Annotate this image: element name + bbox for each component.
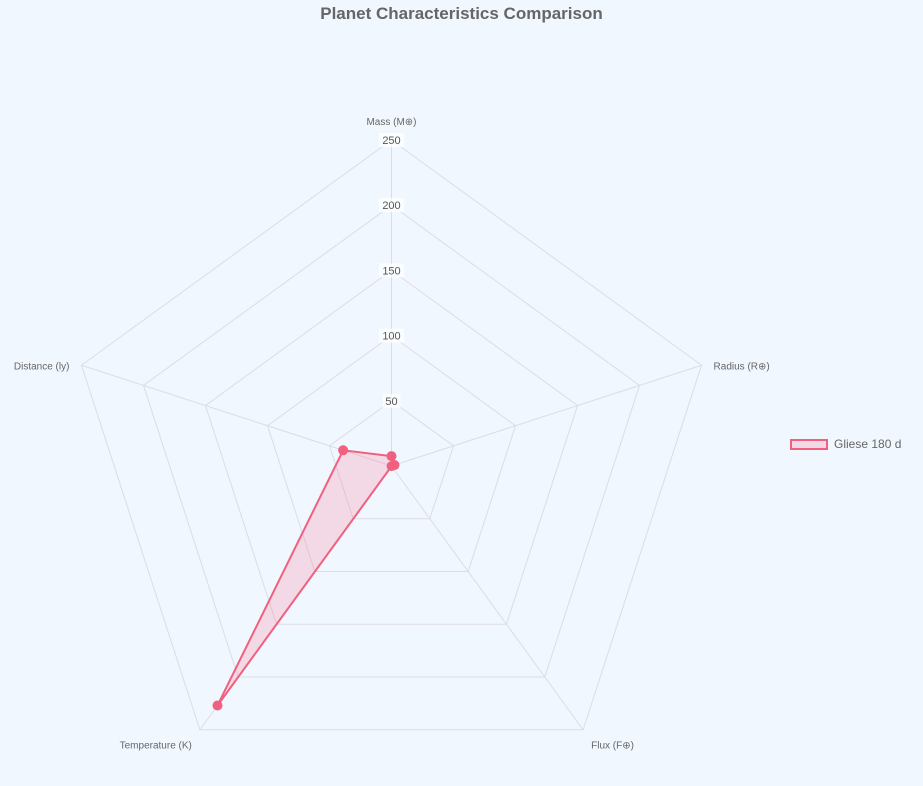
axis-spoke <box>391 465 584 731</box>
data-point <box>338 445 349 456</box>
chart-title: Planet Characteristics Comparison <box>320 4 603 23</box>
axis-label: Temperature (K) <box>120 741 192 752</box>
grid-ring <box>142 204 641 678</box>
tick-label: 250 <box>382 135 400 147</box>
axis-label: Mass (M⊕) <box>366 117 416 128</box>
axis-label: Distance (ly) <box>14 361 70 372</box>
tick-backdrop <box>379 263 404 278</box>
tick-label: 200 <box>382 200 400 212</box>
axis-label: Flux (F⊕) <box>591 741 634 752</box>
axis-label: Radius (R⊕) <box>714 361 770 372</box>
tick-backdrop <box>379 133 404 147</box>
tick-label: 100 <box>382 331 400 343</box>
data-point <box>386 451 397 462</box>
grid-ring <box>80 139 703 731</box>
grid-ring <box>204 269 579 625</box>
data-point <box>386 461 397 472</box>
legend-swatch <box>790 438 828 450</box>
tick-backdrop <box>382 393 401 408</box>
series-area <box>216 449 396 707</box>
grid-ring <box>266 334 517 572</box>
tick-label: 150 <box>382 265 400 277</box>
tick-backdrop <box>379 328 404 343</box>
tick-backdrop <box>379 198 404 213</box>
axis-spoke <box>391 364 702 467</box>
data-point <box>212 700 223 711</box>
grid-ring <box>328 400 455 520</box>
legend-label: Gliese 180 d <box>834 437 902 451</box>
tick-label: 50 <box>385 396 397 408</box>
legend-item[interactable]: Gliese 180 d <box>790 437 901 451</box>
